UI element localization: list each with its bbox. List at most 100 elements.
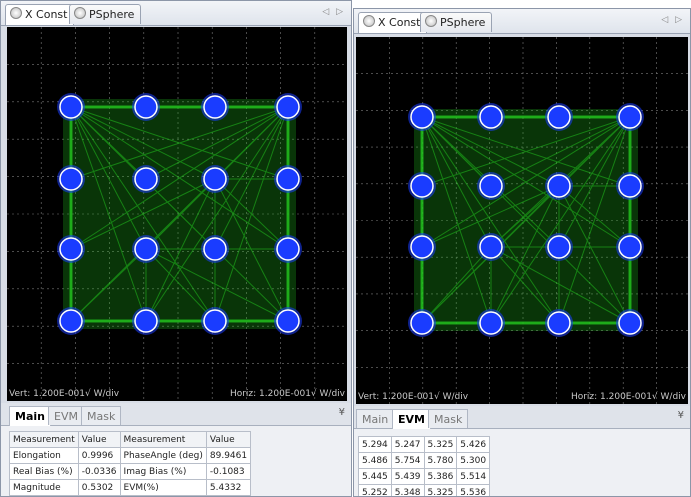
bottom-tab-strip: Main EVM Mask ¥ [354,406,690,429]
close-tab-icon[interactable] [10,7,22,19]
symbol-points [408,103,644,337]
tab-mask[interactable]: Mask [81,406,122,425]
trajectory-line [145,106,289,322]
table-cell: 5.247 [390,436,425,453]
table-row: 5.445 5.439 5.386 5.514 [358,468,491,485]
collapse-icon[interactable]: ¥ [338,407,345,418]
trajectory-line [421,185,560,248]
close-tab-icon[interactable] [363,15,375,27]
outer-trace [420,115,632,325]
horiz-scale-label: Horiz: 1.200E-001√ W/div [570,392,686,402]
tab-psphere[interactable]: PSphere [420,12,493,32]
trajectory-line [558,185,631,324]
table-row: 5.486 5.754 5.780 5.300 [358,452,491,469]
table-cell: Imag Bias (%) [119,463,207,480]
symbol-point [479,105,503,129]
table-cell: 5.325 [423,436,458,453]
trajectory-line [214,106,289,250]
symbol-point [59,237,83,261]
symbol-point [276,95,300,119]
table-cell: EVM(%) [119,479,207,496]
table-cell: 5.514 [456,468,491,485]
tab-scroll-arrows-icon[interactable]: ◁ ▷ [322,7,345,17]
symbol-point [618,311,642,335]
symbol-point [203,95,227,119]
trajectory-line [70,106,289,250]
symbol-point [479,174,503,198]
trajectory-line [558,185,631,248]
left-tab-strip: X Const PSphere ◁ ▷ [1,1,351,26]
symbol-point [618,174,642,198]
trajectory-line [421,116,560,187]
left-constellation-panel: X Const PSphere ◁ ▷ Vert: 1.200E-001√ W/… [0,0,352,497]
column-header: Value [205,431,252,448]
symbol-point [276,309,300,333]
table-cell: -0.0336 [77,463,121,480]
constellation-plot: Vert: 1.200E-001√ W/div Horiz: 1.200E-00… [7,27,347,401]
table-cell: 0.9996 [77,447,121,464]
table-row: 5.252 5.348 5.325 5.536 [358,484,491,496]
trajectory-line [490,185,560,324]
symbol-point [134,309,158,333]
trajectory-line [421,116,560,324]
trajectory-line [490,185,560,248]
symbol-point [479,311,503,335]
tab-main[interactable]: Main [356,409,395,428]
tab-psphere[interactable]: PSphere [69,4,142,24]
trajectory-line [558,116,631,248]
table-cell: 5.536 [456,484,491,496]
table-row: Magnitude 0.5302 EVM(%) 5.4332 [9,479,252,496]
table-cell: 0.5302 [77,479,121,496]
table-cell: 5.325 [423,484,458,496]
symbol-point [410,235,434,259]
trajectory-line [70,178,216,250]
tab-x-const[interactable]: X Const [5,4,75,25]
symbol-point [618,105,642,129]
tab-x-const[interactable]: X Const [358,12,428,33]
symbol-point [547,174,571,198]
trajectory-line [70,106,289,180]
table-cell: 5.348 [390,484,425,496]
trajectory-line [214,178,289,250]
outer-trace [69,105,290,323]
tab-scroll-arrows-icon[interactable]: ◁ ▷ [661,15,684,25]
table-cell: PhaseAngle (deg) [119,447,207,464]
trajectory-line [490,116,631,324]
axis-scale-info: Vert: 1.200E-001√ W/div Horiz: 1.200E-00… [356,391,688,404]
symbol-point [134,95,158,119]
table-row: Real Bias (%) -0.0336 Imag Bias (%) -0.1… [9,463,252,480]
table-row: Elongation 0.9996 PhaseAngle (deg) 89.94… [9,447,252,464]
close-tab-icon[interactable] [74,7,86,19]
symbol-point [59,167,83,191]
collapse-icon[interactable]: ¥ [677,410,684,421]
axis-scale-info: Vert: 1.200E-001√ W/div Horiz: 1.200E-00… [7,388,347,401]
tab-evm[interactable]: EVM [48,406,84,425]
evm-pane: Main EVM Mask ¥ 5.294 5.247 5.325 5.426 … [354,406,690,496]
table-header-row: Measurement Value Measurement Value [9,431,252,448]
outer-trace-box [69,105,290,323]
symbol-point [203,309,227,333]
table-cell: Elongation [9,447,79,464]
tab-mask[interactable]: Mask [428,409,469,428]
tab-main[interactable]: Main [9,406,51,426]
table-cell: 5.780 [423,452,458,469]
symbol-point [59,95,83,119]
column-header: Measurement [9,431,79,448]
trajectory-line [421,246,492,324]
constellation-plot: Vert: 1.200E-001√ W/div Horiz: 1.200E-00… [356,37,688,404]
trajectory-line [145,248,289,322]
tab-evm[interactable]: EVM [392,409,431,429]
symbol-point [276,237,300,261]
vert-scale-label: Vert: 1.200E-001√ W/div [358,392,469,402]
trajectory-line [214,178,289,322]
table-cell: 5.426 [456,436,491,453]
trajectory-line [421,116,631,187]
close-tab-icon[interactable] [425,15,437,27]
column-header: Value [77,431,121,448]
table-cell: 5.252 [358,484,392,496]
table-cell: 89.9461 [205,447,252,464]
trajectory-line [558,116,631,324]
trajectory-line [70,106,216,180]
symbol-point [203,237,227,261]
trajectory-line [490,116,631,187]
